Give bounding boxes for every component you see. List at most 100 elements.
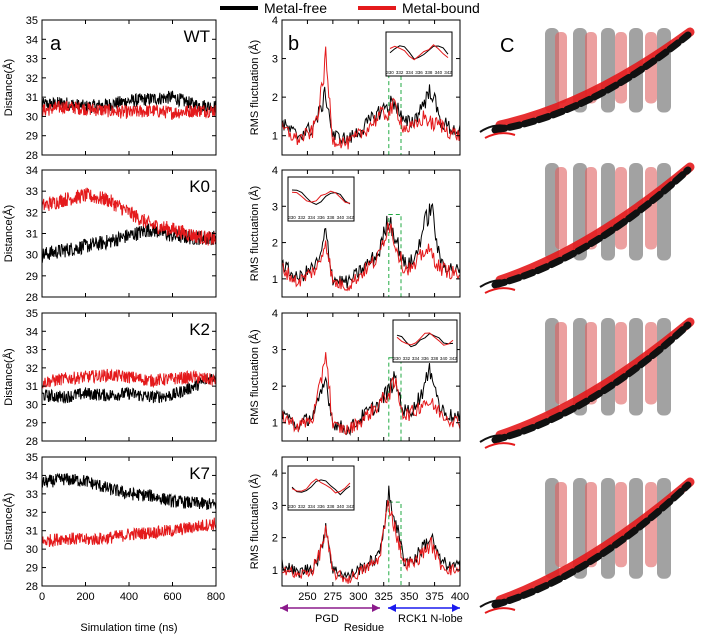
- x-tick-label: 200: [76, 591, 94, 603]
- inset-tick-label: 330: [288, 215, 296, 220]
- y-tick-label: 28: [26, 581, 38, 593]
- y-tick-label: 31: [26, 381, 38, 393]
- plot-frame: [281, 19, 461, 156]
- structure-0: [479, 27, 695, 139]
- helix-red: [615, 32, 627, 104]
- panel-letter-c: C: [500, 35, 514, 57]
- inset-tick-label: 338: [327, 504, 335, 509]
- y-tick-label: 3: [272, 345, 278, 357]
- series-line-free: [41, 90, 217, 114]
- inset-tick-label: 336: [415, 70, 423, 75]
- y-tick-label: 29: [26, 131, 38, 143]
- y-tick-label: 4: [272, 468, 278, 480]
- inset-tick-label: 332: [396, 70, 404, 75]
- helix-red: [615, 482, 627, 568]
- inset-series-bound: [291, 190, 351, 204]
- structure-2: [479, 317, 695, 449]
- inset-tick-label: 334: [406, 70, 414, 75]
- inset-tick-label: 338: [431, 356, 439, 361]
- y-tick-label: 35: [26, 15, 38, 27]
- helix-red: [555, 482, 567, 568]
- y-axis-label: Distance(Å): [2, 493, 15, 550]
- inset-series-free: [389, 45, 449, 60]
- loop-free: [479, 279, 511, 288]
- loop-bound: [484, 287, 516, 294]
- x-axis-label-a: Simulation time (ns): [80, 622, 177, 634]
- x-tick-label: 250: [298, 591, 316, 603]
- series-line-bound: [282, 499, 461, 584]
- helix-grey: [601, 478, 615, 579]
- panel-label: K0: [189, 177, 210, 196]
- inset-tick-label: 340: [440, 356, 448, 361]
- inset-tick-label: 336: [421, 356, 429, 361]
- plot-frame: [281, 312, 461, 442]
- y-tick-label: 35: [26, 308, 38, 320]
- helix-free: [491, 31, 692, 134]
- panel-label: K7: [189, 464, 210, 483]
- helix-grey: [657, 318, 671, 416]
- series-line-bound: [281, 222, 461, 292]
- inset-frame: [287, 465, 355, 511]
- structure-1: [479, 162, 695, 294]
- y-tick-label: 3: [272, 500, 278, 512]
- helix-red: [615, 322, 627, 405]
- charts-container: 2829303132333435Distance(Å)WT28293031323…: [2, 15, 469, 634]
- inset-tick-label: 340: [337, 504, 345, 509]
- inset-series-free: [396, 332, 454, 348]
- helix-red: [555, 167, 567, 250]
- x-tick-label: 325: [375, 591, 393, 603]
- inset-tick-label: 336: [317, 215, 325, 220]
- helix-red: [585, 482, 597, 568]
- y-tick-label: 32: [26, 507, 38, 519]
- loop-free: [479, 124, 511, 133]
- loop-free: [479, 434, 511, 443]
- series-line-bound: [41, 368, 217, 389]
- inset-tick-label: 342: [444, 70, 452, 75]
- inset-tick-label: 342: [346, 504, 354, 509]
- loop-bound: [484, 132, 516, 139]
- y-axis-label: Distance(Å): [2, 348, 15, 405]
- x-tick-label: 0: [39, 591, 45, 603]
- inset-series-bound: [389, 44, 449, 61]
- inset-tick-label: 342: [449, 356, 457, 361]
- y-tick-label: 30: [26, 544, 38, 556]
- series-line-free: [41, 223, 217, 264]
- structure-3: [479, 477, 695, 614]
- series-line-bound: [41, 100, 217, 121]
- inset-series-bound: [291, 478, 351, 494]
- y-tick-label: 30: [26, 111, 38, 123]
- y-tick-label: 2: [272, 533, 278, 545]
- helix-grey: [601, 163, 615, 261]
- series-line-free: [281, 363, 461, 436]
- chart-a-0: 28 29 30 31 32 33 34 35 Distance(Å) WT: [2, 15, 217, 162]
- inset-tick-label: 342: [346, 215, 354, 220]
- series-line-free: [41, 369, 217, 404]
- helix-red: [585, 167, 597, 250]
- helix-red: [585, 32, 597, 104]
- y-axis-label: Distance(Å): [2, 59, 15, 116]
- loop-bound: [484, 442, 516, 449]
- y-tick-label: 29: [26, 271, 38, 283]
- y-tick-label: 3: [272, 54, 278, 66]
- helix-grey: [657, 163, 671, 261]
- chart-b-3: 1 2 3 4 250 275 300 325 350 375 400 RMS fluctuation…: [248, 456, 469, 603]
- helix-red: [645, 322, 657, 405]
- inset-tick-label: 332: [298, 504, 306, 509]
- protein-structures: [479, 27, 695, 614]
- helix-free: [491, 166, 692, 289]
- panel-label: WT: [184, 27, 210, 46]
- helix-grey: [657, 28, 671, 113]
- y-tick-label: 33: [26, 54, 38, 66]
- inset-tick-label: 338: [327, 215, 335, 220]
- inset-tick-label: 336: [317, 504, 325, 509]
- helix-red: [645, 482, 657, 568]
- helix-grey: [657, 478, 671, 579]
- helix-free: [491, 481, 692, 609]
- highlight-region: [388, 501, 402, 587]
- inset-tick-label: 334: [412, 356, 420, 361]
- y-tick-label: 2: [272, 238, 278, 250]
- helix-red: [555, 322, 567, 405]
- y-axis-label: RMS fluctuation (Å): [248, 186, 261, 281]
- inset-tick-label: 340: [435, 70, 443, 75]
- y-tick-label: 30: [26, 399, 38, 411]
